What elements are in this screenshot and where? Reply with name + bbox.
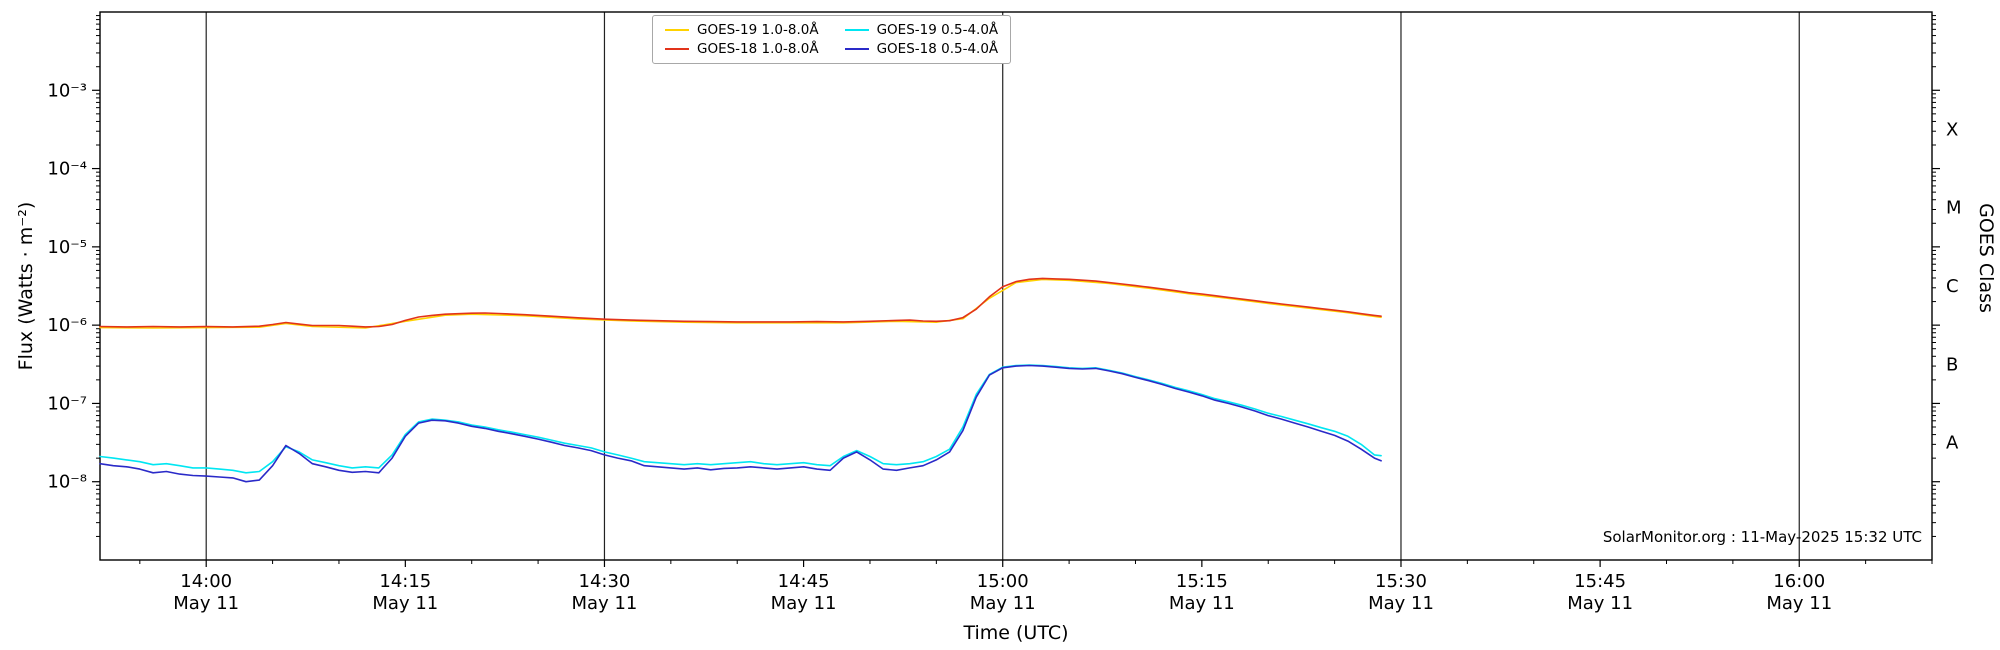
x-tick-time: 15:15 [1176, 571, 1228, 592]
goes-class-letter: B [1946, 354, 1958, 375]
legend-item: GOES-19 1.0-8.0Å [665, 22, 819, 38]
y-tick-label: 10⁻⁸ [47, 472, 87, 493]
series-goes18-short [99, 364, 1382, 483]
legend-swatch-goes19-long [665, 29, 689, 31]
legend-item: GOES-19 0.5-4.0Å [844, 22, 999, 38]
x-tick-time: 15:30 [1375, 571, 1427, 592]
legend-swatch-goes19-short [844, 29, 869, 31]
legend-item: GOES-18 1.0-8.0Å [665, 41, 819, 57]
legend: GOES-19 1.0-8.0Å GOES-18 1.0-8.0Å GOES-19 … [652, 15, 1012, 64]
x-tick-time: 16:00 [1773, 571, 1825, 592]
series-goes19-short [99, 364, 1382, 474]
legend-label: GOES-19 1.0-8.0Å [697, 22, 819, 38]
legend-swatch-goes18-long [665, 48, 689, 50]
y-tick-label: 10⁻⁵ [47, 237, 87, 258]
y-tick-label: 10⁻⁶ [47, 315, 87, 336]
goes-class-letter: C [1946, 276, 1959, 297]
y-axis-title: Flux (Watts · m⁻²) [15, 201, 37, 371]
legend-label: GOES-18 1.0-8.0Å [697, 41, 819, 57]
x-tick-time: 14:30 [579, 571, 631, 592]
solarmonitor-watermark: SolarMonitor.org : 11-May-2025 15:32 UTC [1602, 528, 1922, 546]
x-tick-date: May 11 [372, 593, 438, 614]
series-goes18-long [99, 277, 1382, 328]
legend-label: GOES-18 0.5-4.0Å [876, 41, 999, 57]
legend-item: GOES-18 0.5-4.0Å [844, 41, 999, 57]
x-tick-date: May 11 [1169, 593, 1235, 614]
plot-frame [99, 11, 1933, 561]
y-tick-label: 10⁻⁴ [47, 159, 87, 180]
legend-label: GOES-19 0.5-4.0Å [876, 22, 999, 38]
x-tick-date: May 11 [970, 593, 1036, 614]
right-axis-title: GOES Class [1975, 203, 1997, 313]
y-tick-label: 10⁻⁷ [47, 393, 87, 414]
x-tick-date: May 11 [1368, 593, 1434, 614]
x-tick-time: 14:15 [379, 571, 431, 592]
goes-class-letter: A [1946, 433, 1959, 454]
x-tick-date: May 11 [1766, 593, 1832, 614]
x-axis-title: Time (UTC) [963, 622, 1069, 644]
goes-class-letter: M [1946, 198, 1962, 219]
x-tick-date: May 11 [1567, 593, 1633, 614]
legend-swatch-goes18-short [844, 48, 869, 50]
x-tick-time: 14:00 [180, 571, 232, 592]
y-tick-label: 10⁻³ [47, 80, 87, 101]
x-tick-date: May 11 [572, 593, 638, 614]
series-goes19-long [99, 278, 1382, 329]
x-tick-date: May 11 [173, 593, 239, 614]
x-tick-time: 14:45 [778, 571, 830, 592]
x-tick-time: 15:00 [977, 571, 1029, 592]
x-tick-time: 15:45 [1574, 571, 1626, 592]
x-tick-date: May 11 [771, 593, 837, 614]
goes-class-letter: X [1946, 119, 1958, 140]
